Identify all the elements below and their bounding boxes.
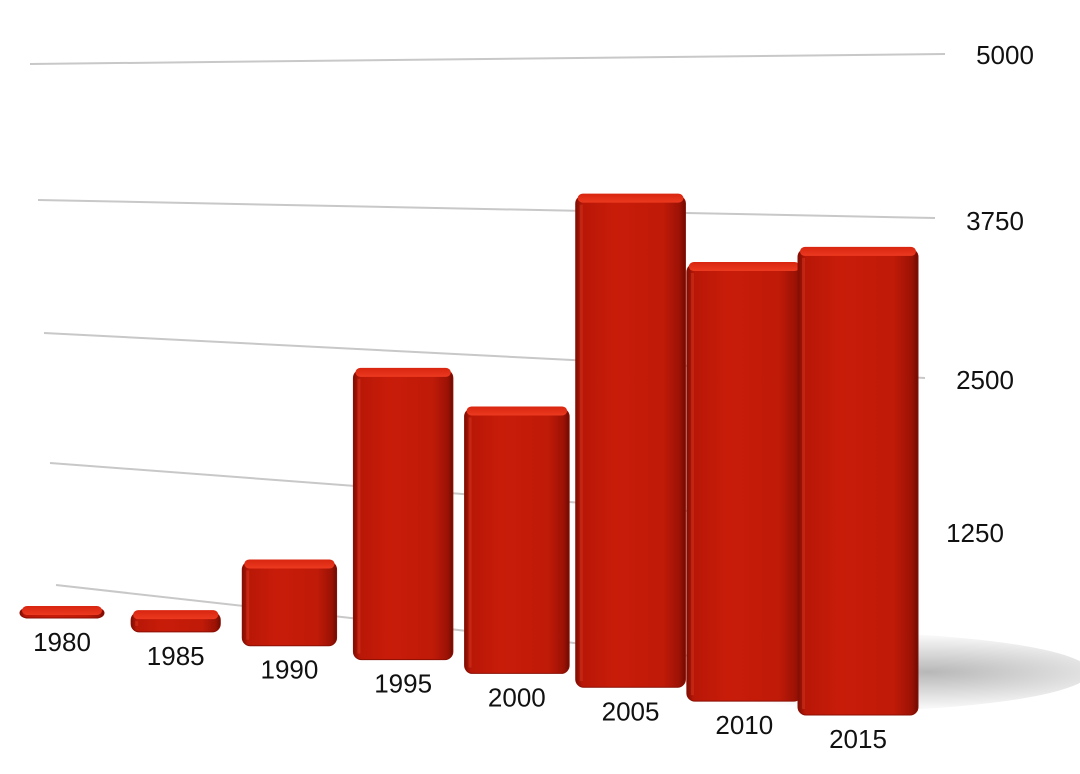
y-tick-label: 2500 <box>956 365 1014 395</box>
x-tick-label: 2005 <box>602 696 660 726</box>
bar-top <box>577 193 684 203</box>
x-axis-tick-labels: 1980 1985 1990 1995 2000 2005 2010 2015 <box>33 627 887 754</box>
bar-face <box>686 263 803 702</box>
bar-top <box>800 246 916 256</box>
bar-2010 <box>686 262 803 702</box>
bar-highlight <box>468 417 472 668</box>
x-tick-label: 2000 <box>488 682 546 712</box>
y-tick-label: 1250 <box>946 518 1004 548</box>
bar-top <box>355 367 451 377</box>
bar-2000 <box>464 406 570 674</box>
bar-top <box>244 559 335 569</box>
bar-top <box>466 406 568 416</box>
bar-highlight <box>579 204 583 682</box>
x-tick-label: 1995 <box>374 669 432 699</box>
bar-top <box>133 610 219 620</box>
bar-face <box>464 407 570 674</box>
y-tick-label: 3750 <box>966 206 1024 236</box>
bar-1995 <box>352 367 454 661</box>
x-tick-label: 1980 <box>33 627 91 657</box>
y-tick-label: 5000 <box>976 40 1034 70</box>
gridline <box>37 199 936 219</box>
gridline <box>29 53 946 65</box>
x-tick-label: 2010 <box>715 710 773 740</box>
bar-highlight <box>690 273 694 696</box>
bar-highlight <box>135 621 139 626</box>
x-tick-label: 2015 <box>829 724 887 754</box>
bar-face <box>797 248 919 716</box>
bar-face <box>575 195 686 688</box>
bar-1980 <box>19 606 105 619</box>
bar-1990 <box>241 559 338 647</box>
bar-2005 <box>575 193 686 688</box>
y-axis-tick-labels: 5000 3750 2500 1250 <box>946 40 1034 548</box>
bar-top <box>688 262 800 271</box>
bars <box>19 193 919 716</box>
x-tick-label: 1990 <box>261 655 319 685</box>
bar-2015 <box>797 246 919 716</box>
bar-highlight <box>802 257 805 709</box>
bar-highlight <box>246 570 250 640</box>
x-tick-label: 1985 <box>147 641 205 671</box>
bar-top <box>22 606 102 615</box>
bar-face <box>241 560 338 647</box>
bar-highlight <box>357 378 361 654</box>
bar-face <box>352 369 454 661</box>
bar-1985 <box>130 610 221 633</box>
